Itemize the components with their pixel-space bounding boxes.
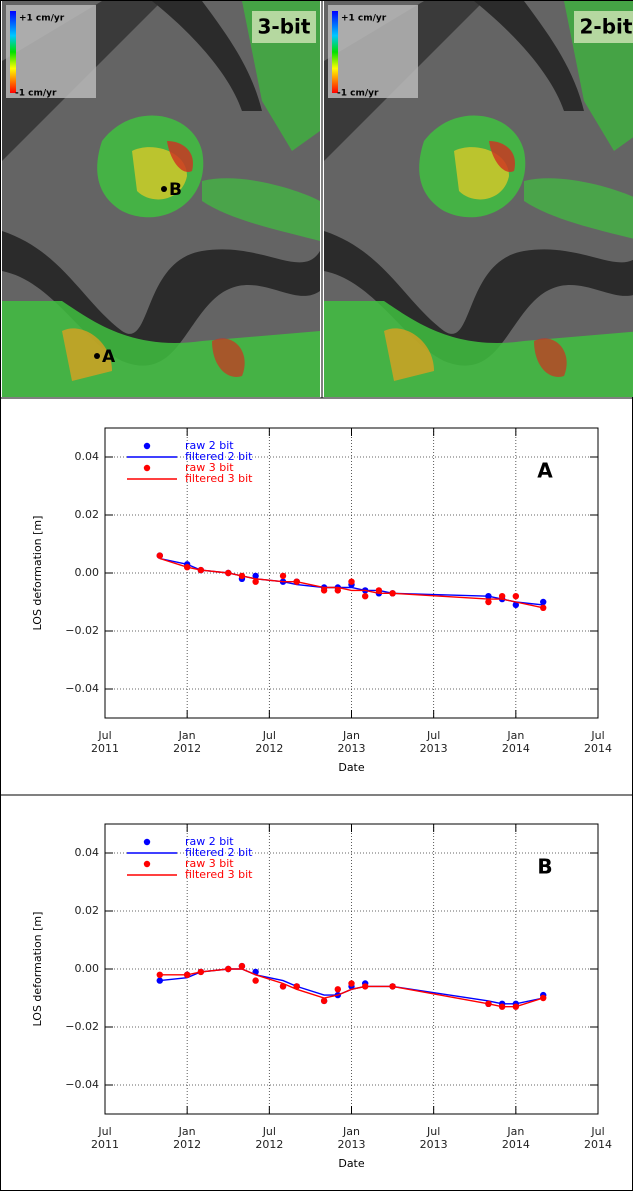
- data-point: [252, 578, 259, 585]
- colorbar-bottom-label: -1 cm/yr: [337, 89, 379, 99]
- data-line: [159, 968, 544, 1008]
- point-marker: [94, 353, 100, 359]
- x-tick-label: 2014: [502, 1138, 530, 1151]
- x-tick-label: Jul: [97, 729, 111, 742]
- data-point: [512, 593, 520, 600]
- y-tick-label: 0.00: [75, 566, 100, 579]
- x-axis-label: Date: [338, 1157, 365, 1170]
- data-point: [334, 587, 342, 594]
- y-tick-label: −0.04: [65, 1078, 99, 1091]
- legend-label: raw 3 bit: [185, 857, 234, 870]
- x-tick-label: Jan: [506, 729, 524, 742]
- colorbar-bottom-label: -1 cm/yr: [15, 89, 57, 99]
- data-point: [540, 598, 547, 606]
- point-label: B: [169, 180, 182, 200]
- x-tick-label: 2013: [338, 742, 366, 755]
- legend-label: raw 2 bit: [185, 439, 234, 452]
- x-tick-label: Jan: [342, 729, 360, 742]
- x-tick-label: 2013: [338, 1138, 366, 1151]
- data-point: [238, 962, 246, 970]
- x-tick-label: Jan: [178, 1125, 196, 1138]
- data-point: [252, 977, 259, 984]
- x-tick-label: Jan: [178, 729, 196, 742]
- legend-label: raw 3 bit: [185, 461, 234, 474]
- legend-marker: [143, 442, 151, 450]
- x-tick-label: Jul: [590, 1125, 604, 1138]
- data-point: [512, 601, 520, 609]
- data-point: [485, 598, 492, 606]
- x-tick-label: 2013: [420, 1138, 448, 1151]
- x-tick-label: 2012: [255, 1138, 283, 1151]
- x-tick-label: 2012: [173, 1138, 201, 1151]
- bit-label: 2-bit: [580, 15, 633, 39]
- x-tick-label: 2014: [584, 1138, 612, 1151]
- data-point: [334, 986, 342, 993]
- data-point: [156, 552, 163, 559]
- panel-annotation: B: [537, 855, 552, 879]
- x-tick-label: Jul: [97, 1125, 111, 1138]
- data-point: [320, 587, 328, 594]
- x-tick-label: Jul: [426, 729, 440, 742]
- panel-annotation: A: [537, 459, 553, 483]
- legend-label: filtered 2 bit: [185, 846, 253, 859]
- x-tick-label: Jul: [426, 1125, 440, 1138]
- map-image: [2, 1, 320, 397]
- y-tick-label: 0.04: [75, 846, 100, 859]
- map-image: [324, 1, 633, 397]
- y-axis-label: LOS deformation [m]: [31, 912, 44, 1027]
- legend-marker: [143, 838, 151, 846]
- map-panel: +1 cm/yr -1 cm/yr 2-bit: [324, 1, 633, 397]
- x-tick-label: 2011: [91, 1138, 119, 1151]
- legend-label: filtered 3 bit: [185, 868, 253, 881]
- data-point: [320, 997, 328, 1005]
- y-tick-label: 0.04: [75, 450, 100, 463]
- bit-label: 3-bit: [258, 15, 311, 39]
- map-panel: +1 cm/yr -1 cm/yr 3-bit B A: [2, 1, 320, 397]
- x-tick-label: 2013: [420, 742, 448, 755]
- plot-frame: [104, 427, 599, 719]
- colorbar-top-label: +1 cm/yr: [19, 14, 65, 24]
- legend-marker: [143, 860, 151, 868]
- legend-label: filtered 2 bit: [185, 450, 253, 463]
- bit-label-box: [574, 11, 633, 43]
- data-point: [498, 593, 506, 600]
- y-tick-label: −0.02: [65, 1020, 99, 1033]
- x-tick-label: 2011: [91, 742, 119, 755]
- legend-label: filtered 3 bit: [185, 472, 253, 485]
- x-tick-label: 2012: [255, 742, 283, 755]
- y-tick-label: −0.02: [65, 624, 99, 637]
- x-tick-label: Jan: [506, 1125, 524, 1138]
- bit-label-box: [252, 11, 316, 43]
- data-point: [361, 593, 369, 600]
- y-tick-label: 0.02: [75, 904, 100, 917]
- x-tick-label: 2014: [502, 742, 530, 755]
- x-axis-label: Date: [338, 761, 365, 774]
- data-point: [252, 572, 259, 580]
- x-tick-label: Jan: [342, 1125, 360, 1138]
- x-tick-label: Jul: [590, 729, 604, 742]
- data-point: [348, 578, 355, 585]
- data-line: [159, 557, 544, 609]
- point-label: A: [102, 347, 116, 367]
- colorbar-top-label: +1 cm/yr: [341, 14, 387, 24]
- x-tick-label: 2012: [173, 742, 201, 755]
- legend-marker: [143, 464, 151, 472]
- y-tick-label: −0.04: [65, 682, 99, 695]
- data-point: [348, 980, 355, 987]
- x-tick-label: Jul: [262, 729, 276, 742]
- y-axis-label: LOS deformation [m]: [31, 516, 44, 631]
- y-tick-label: 0.00: [75, 962, 100, 975]
- point-marker: [161, 186, 167, 192]
- data-point: [279, 572, 287, 580]
- y-tick-label: 0.02: [75, 508, 100, 521]
- plot-frame: [104, 823, 599, 1115]
- x-tick-label: 2014: [584, 742, 612, 755]
- legend-label: raw 2 bit: [185, 835, 234, 848]
- data-point: [375, 587, 383, 594]
- x-tick-label: Jul: [262, 1125, 276, 1138]
